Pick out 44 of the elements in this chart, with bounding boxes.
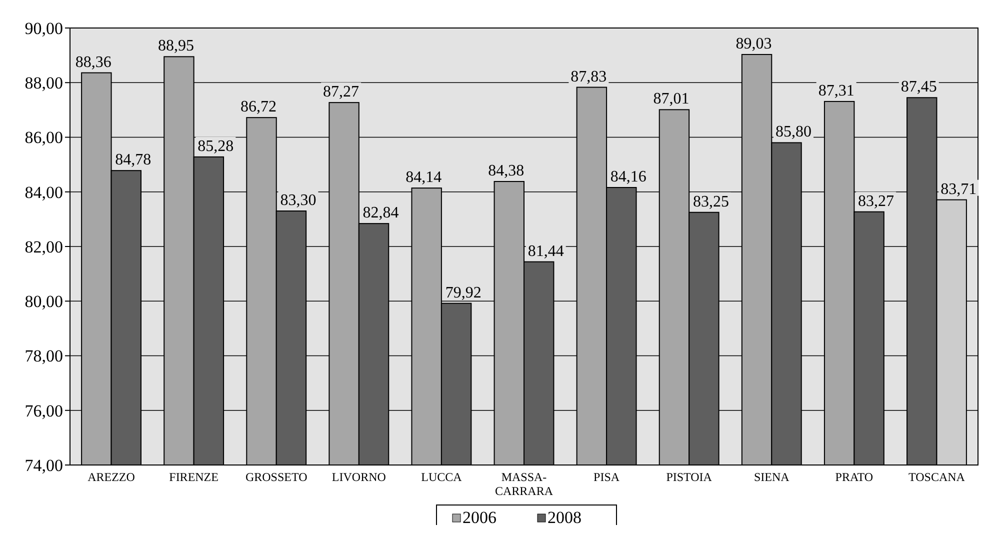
y-tick-label: 76,00 [24,401,63,420]
x-tick-label: GROSSETO [245,470,308,484]
x-tick-label: SIENA [754,470,790,484]
data-label: 83,25 [692,193,729,210]
data-label: 84,14 [406,169,442,186]
data-label: 87,27 [323,84,360,101]
data-label: 86,72 [240,98,277,116]
data-label: 85,80 [775,124,812,141]
data-label: 87,45 [900,78,937,96]
data-label: 79,92 [445,284,482,302]
x-tick-label: TOSCANA [908,470,966,484]
y-tick-label: 84,00 [24,182,63,202]
y-tick-label: 82,00 [24,237,63,256]
y-tick-label: 74,00 [24,456,63,475]
x-tick-label: PISA [594,470,620,484]
y-tick-label: 78,00 [24,346,63,366]
data-label: 85,28 [198,138,234,155]
data-label: 87,31 [818,82,854,100]
data-label: 87,01 [653,90,690,108]
data-label: 84,38 [488,162,524,180]
data-label: 88,36 [75,54,112,71]
data-label: 82,84 [362,204,399,222]
data-label: 83,30 [280,192,316,209]
x-tick-label: LIVORNO [332,470,386,484]
data-label: 83,71 [940,180,977,198]
x-tick-label: AREZZO [88,470,136,484]
legend-label: 2006 [462,508,496,527]
y-tick-label: 88,00 [24,74,63,93]
x-tick-label: PRATO [835,470,874,484]
x-tick-label: LUCCA [421,470,462,484]
data-label: 81,44 [528,242,564,260]
y-tick-label: 86,00 [24,128,63,148]
data-label: 88,95 [158,38,194,55]
data-label: 89,03 [736,35,772,52]
legend-label: 2008 [548,508,582,527]
x-tick-label: MASSA-CARRARA [494,470,554,498]
data-label: 84,16 [610,168,646,186]
x-tick-label: FIRENZE [169,470,218,484]
y-tick-label: 90,00 [24,18,63,38]
data-label: 87,83 [570,68,607,86]
data-label: 83,27 [858,192,894,210]
data-label: 84,78 [115,152,152,169]
y-tick-label: 80,00 [24,292,63,312]
x-tick-label: PISTOIA [666,470,712,484]
